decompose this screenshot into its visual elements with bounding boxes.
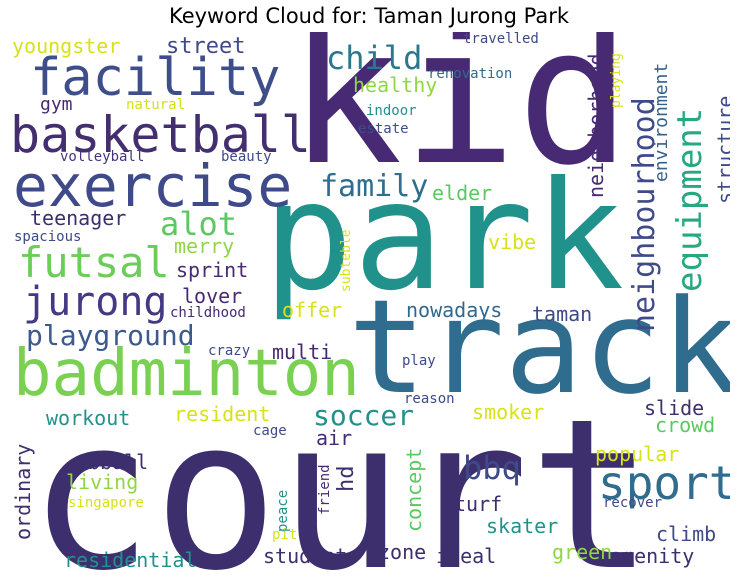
- word-vibe: vibe: [488, 230, 537, 254]
- word-crazy: crazy: [208, 343, 251, 359]
- word-exercise: exercise: [13, 152, 293, 220]
- word-air: air: [316, 426, 353, 450]
- word-workout: workout: [46, 406, 131, 430]
- word-resident: resident: [174, 402, 271, 426]
- word-subteble: subteble: [339, 229, 354, 292]
- word-park: park: [263, 150, 625, 324]
- word-smoker: smoker: [472, 400, 545, 424]
- word-teenager: teenager: [30, 206, 127, 230]
- word-taman: taman: [532, 302, 593, 326]
- chart-title: Keyword Cloud for: Taman Jurong Park: [168, 4, 570, 28]
- word-climb: climb: [656, 522, 717, 546]
- word-offer: offer: [282, 298, 343, 322]
- word-badminton: badminton: [13, 337, 360, 411]
- word-equipment: equipment: [670, 107, 710, 292]
- word-indoor: indoor: [366, 103, 417, 119]
- word-environment: environment: [651, 62, 672, 182]
- word-bbq: bbq: [463, 449, 521, 487]
- word-youngster: youngster: [12, 34, 121, 58]
- word-neighborhood: neighborhood: [584, 53, 608, 199]
- word-child: child: [326, 39, 423, 77]
- word-slide: slide: [644, 396, 705, 420]
- word-friend: friend: [317, 464, 333, 515]
- word-sport: sport: [598, 456, 730, 510]
- word-futsal: futsal: [18, 238, 170, 287]
- word-ordinary: ordinary: [11, 443, 35, 540]
- word-lover: lover: [182, 284, 243, 308]
- word-playground: playground: [26, 319, 195, 352]
- word-street: street: [166, 34, 246, 59]
- word-zone: zone: [378, 540, 427, 564]
- word-turf: turf: [454, 492, 503, 516]
- word-recover: recover: [603, 495, 663, 511]
- word-skater: skater: [486, 514, 559, 538]
- word-alot: alot: [160, 205, 238, 243]
- word-playing: playing: [609, 53, 624, 108]
- word-nowadays: nowadays: [406, 298, 503, 322]
- word-court: court: [28, 375, 655, 578]
- word-living: living: [66, 470, 139, 494]
- word-elder: elder: [432, 181, 493, 205]
- word-beauty: beauty: [221, 149, 272, 165]
- word-renovation: renovation: [428, 66, 513, 82]
- word-green: green: [552, 540, 613, 564]
- word-facility: facility: [30, 48, 281, 108]
- word-ideal: ideal: [436, 544, 497, 568]
- word-family: family: [320, 169, 429, 204]
- word-healthy: healthy: [353, 73, 438, 97]
- word-structure: structure: [713, 95, 730, 204]
- word-track: track: [348, 271, 730, 423]
- word-basketball: basketball: [10, 106, 312, 164]
- word-childhood: childhood: [170, 305, 246, 321]
- word-peace: peace: [275, 489, 291, 532]
- word-cage: cage: [253, 423, 287, 439]
- word-travelled: travelled: [463, 32, 539, 47]
- word-hd: hd: [334, 465, 359, 493]
- word-multi: multi: [272, 340, 333, 364]
- word-crowd: crowd: [655, 413, 716, 437]
- word-popular: popular: [595, 442, 680, 466]
- word-student: student: [263, 544, 348, 568]
- word-kid: kid: [288, 32, 632, 207]
- word-reason: reason: [404, 391, 455, 407]
- word-play: play: [402, 353, 436, 369]
- word-concept: concept: [402, 447, 426, 532]
- word-gym: gym: [40, 94, 73, 115]
- word-natural: natural: [126, 97, 186, 113]
- word-sprint: sprint: [176, 258, 249, 282]
- word-jurong: jurong: [23, 279, 168, 325]
- word-bball: bball: [88, 450, 149, 474]
- word-spacious: spacious: [14, 229, 82, 245]
- word-singapore: singapore: [68, 495, 144, 511]
- word-amenity: amenity: [610, 544, 695, 568]
- word-pit: pit: [272, 527, 298, 543]
- word-soccer: soccer: [313, 399, 415, 432]
- word-volleyball: volleyball: [60, 149, 145, 165]
- word-merry: merry: [174, 234, 235, 258]
- word-residential: residential: [64, 548, 197, 572]
- word-cloud: court kid park track badminton exercise basket…: [8, 32, 730, 578]
- word-estate: estate: [358, 121, 409, 137]
